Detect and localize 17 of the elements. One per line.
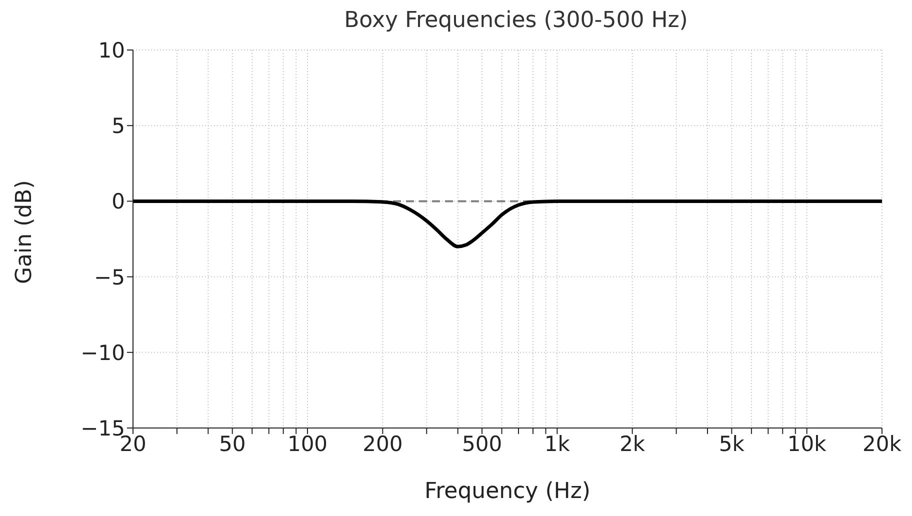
y-tick-label: 0 [112, 190, 125, 214]
y-axis-title: Gain (dB) [12, 180, 37, 284]
chart-title: Boxy Frequencies (300-500 Hz) [343, 8, 689, 35]
x-tick-label: 20k [862, 432, 902, 456]
y-tick-label: −10 [80, 340, 125, 365]
x-axis-title: Frequency (Hz) [424, 479, 590, 504]
y-tick-label: −5 [94, 265, 125, 290]
x-tick-label: 500 [462, 432, 502, 456]
x-tick-label: 5k [718, 432, 746, 456]
x-tick-label: 100 [287, 432, 328, 456]
x-tick-label: 50 [218, 432, 246, 456]
x-tick-label: 2k [620, 432, 646, 456]
y-tick-label: 5 [112, 114, 125, 138]
x-tick-label: 10k [787, 432, 828, 456]
x-tick-label: 1k [544, 432, 571, 456]
x-tick-label: 200 [362, 432, 403, 456]
y-tick-label: 10 [98, 38, 125, 62]
